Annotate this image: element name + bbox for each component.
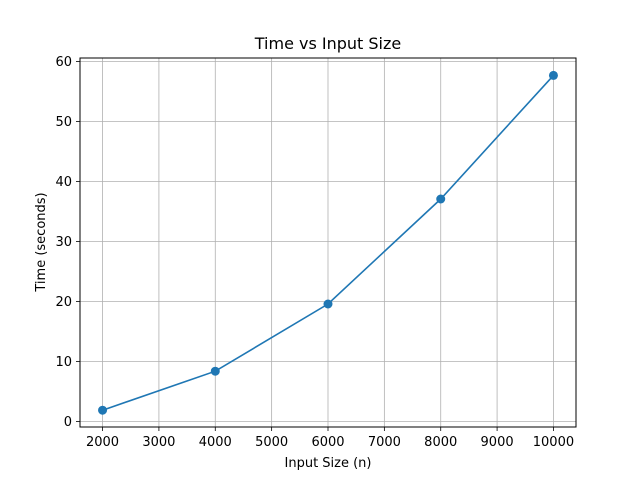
y-tick-label: 40 [55, 175, 72, 190]
chart-title: Time vs Input Size [254, 34, 402, 53]
grid [80, 58, 576, 427]
data-point [98, 405, 108, 415]
y-tick-label: 50 [55, 115, 72, 130]
data-point [436, 194, 446, 204]
x-tick-label: 7000 [368, 435, 401, 450]
data-point [323, 299, 333, 309]
x-tick-label: 6000 [311, 435, 344, 450]
y-tick-label: 60 [55, 55, 72, 70]
x-tick-label: 8000 [424, 435, 457, 450]
x-axis-ticks: 2000 3000 4000 5000 6000 7000 8000 9000 10000 [86, 427, 574, 450]
x-tick-label: 3000 [142, 435, 175, 450]
data-point [210, 366, 220, 376]
x-tick-label: 9000 [481, 435, 514, 450]
series-group [98, 70, 558, 415]
y-axis-label: Time (seconds) [34, 192, 49, 292]
x-axis-label: Input Size (n) [285, 456, 372, 471]
y-tick-label: 0 [64, 415, 72, 430]
y-tick-label: 30 [55, 235, 72, 250]
x-tick-label: 10000 [533, 435, 574, 450]
data-point [548, 70, 558, 80]
y-tick-label: 20 [55, 295, 72, 310]
x-tick-label: 4000 [199, 435, 232, 450]
y-axis-ticks: 0 10 20 30 40 50 60 [55, 55, 80, 430]
x-tick-label: 5000 [255, 435, 288, 450]
x-tick-label: 2000 [86, 435, 119, 450]
y-tick-label: 10 [55, 355, 72, 370]
